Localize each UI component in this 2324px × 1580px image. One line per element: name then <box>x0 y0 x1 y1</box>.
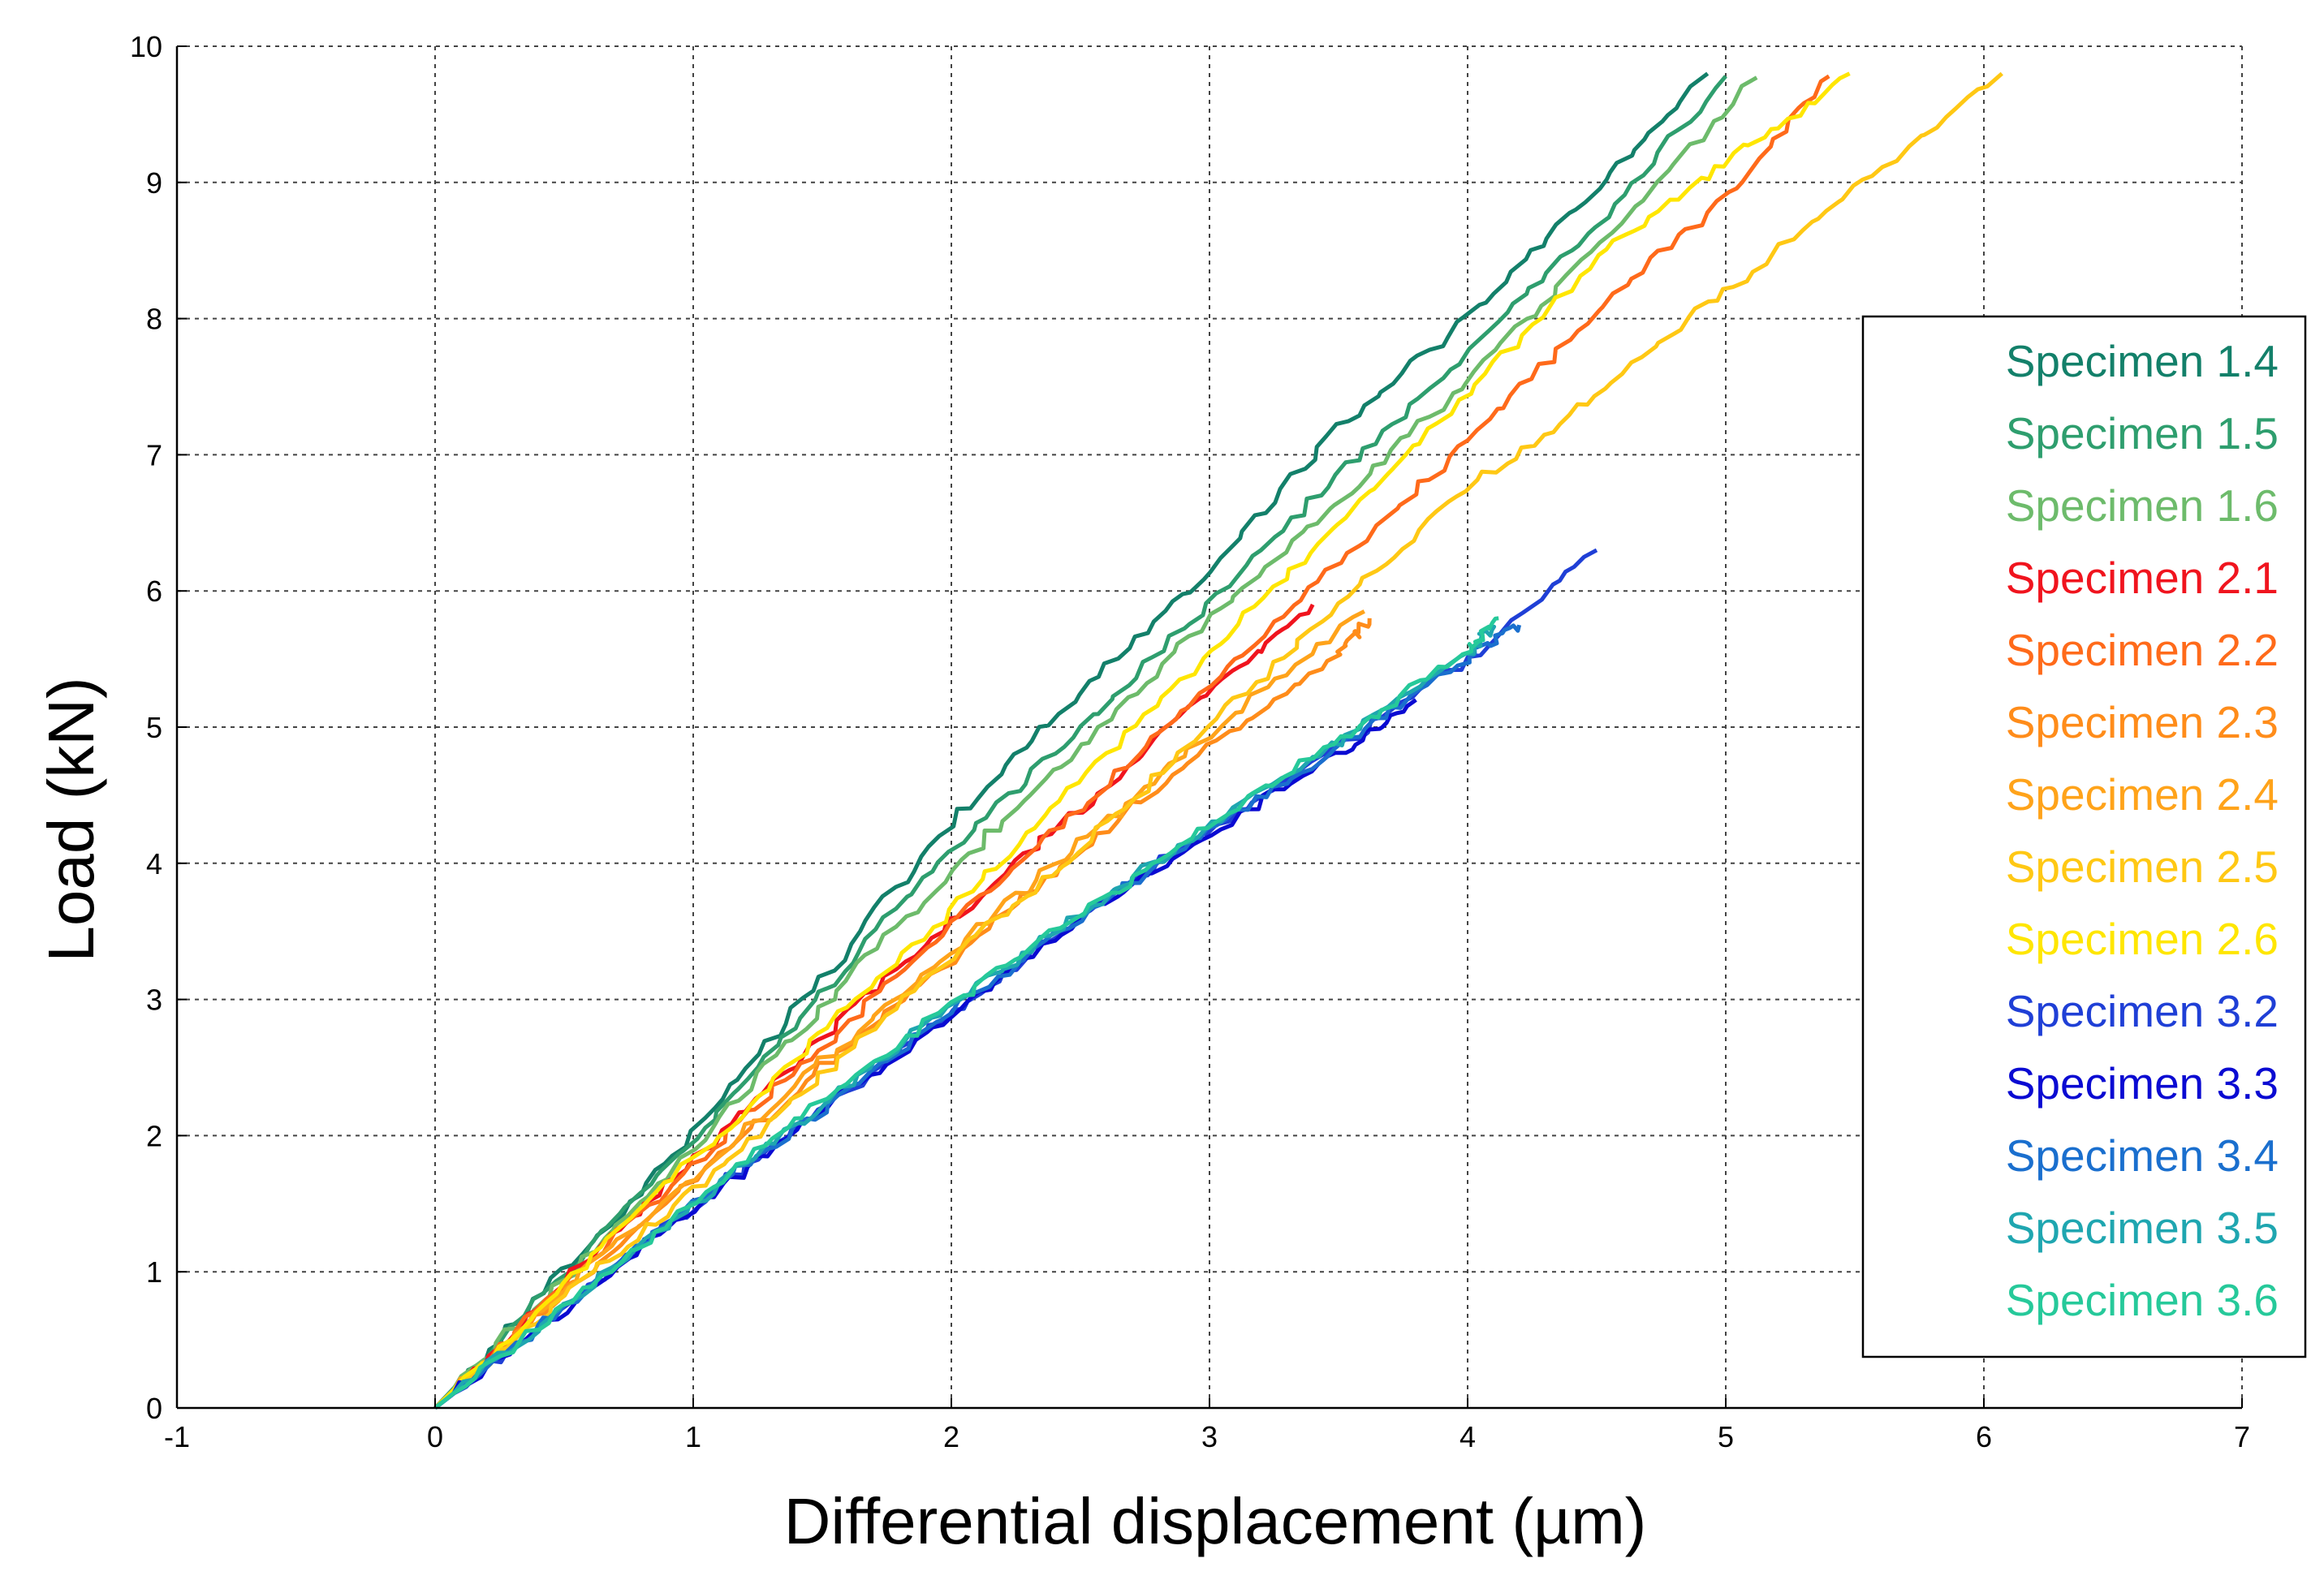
legend-entry: Specimen 3.3 <box>2006 1058 2279 1109</box>
legend-entry: Specimen 3.2 <box>2006 986 2279 1036</box>
legend-entry: Specimen 1.5 <box>2006 408 2279 459</box>
x-tick-label: 4 <box>1460 1420 1476 1453</box>
series-line <box>433 609 1365 1410</box>
legend-entry: Specimen 2.3 <box>2006 697 2279 747</box>
series-line <box>433 618 1372 1410</box>
x-tick-label: -1 <box>164 1420 190 1453</box>
y-tick-label: 6 <box>146 575 162 608</box>
legend-entry: Specimen 2.1 <box>2006 553 2279 603</box>
series-line <box>433 74 1830 1410</box>
legend-entry: Specimen 1.4 <box>2006 336 2279 386</box>
y-tick-label: 0 <box>146 1392 162 1425</box>
x-tick-label: 0 <box>427 1420 443 1453</box>
x-tick-label: 3 <box>1201 1420 1218 1453</box>
y-tick-label: 10 <box>130 30 162 63</box>
legend-entry: Specimen 1.6 <box>2006 480 2279 531</box>
series-line <box>433 622 1497 1410</box>
series-line <box>433 698 1417 1410</box>
grid-layer <box>177 45 2243 1408</box>
series-line <box>433 75 1758 1410</box>
series-line <box>433 75 1727 1410</box>
legend: Specimen 1.4 Specimen 1.5 Specimen 1.6 Spec… <box>1861 315 2307 1358</box>
x-tick-label: 2 <box>943 1420 959 1453</box>
y-tick-label: 4 <box>146 847 162 880</box>
series-line <box>433 71 1710 1410</box>
legend-entry: Specimen 3.6 <box>2006 1275 2279 1325</box>
y-tick-label: 9 <box>146 166 162 200</box>
y-tick-label: 1 <box>146 1255 162 1289</box>
y-tick-label: 2 <box>146 1119 162 1152</box>
y-tick-label: 3 <box>146 984 162 1017</box>
x-tick-label: 5 <box>1718 1420 1734 1453</box>
x-axis-title: Differential displacement (µm) <box>784 1485 1647 1557</box>
legend-entry: Specimen 2.5 <box>2006 842 2279 892</box>
legend-box <box>1861 315 2307 1358</box>
series-line <box>433 71 1851 1410</box>
x-tick-label: 1 <box>685 1420 701 1453</box>
legend-entry: Specimen 2.6 <box>2006 914 2279 964</box>
y-axis-title: Load (kN) <box>35 677 107 962</box>
y-tick-label: 5 <box>146 711 162 744</box>
x-tick-label: 6 <box>1976 1420 1992 1453</box>
series-layer <box>433 71 2003 1410</box>
x-tick-label: 7 <box>2234 1420 2250 1453</box>
series-line <box>433 616 1499 1410</box>
series-line <box>433 71 2003 1410</box>
legend-entry: Specimen 2.2 <box>2006 625 2279 675</box>
legend-entry: Specimen 2.4 <box>2006 769 2279 820</box>
legend-entry: Specimen 3.5 <box>2006 1203 2279 1253</box>
legend-entry: Specimen 3.4 <box>2006 1130 2279 1181</box>
y-tick-label: 8 <box>146 303 162 336</box>
y-tick-label: 7 <box>146 438 162 471</box>
